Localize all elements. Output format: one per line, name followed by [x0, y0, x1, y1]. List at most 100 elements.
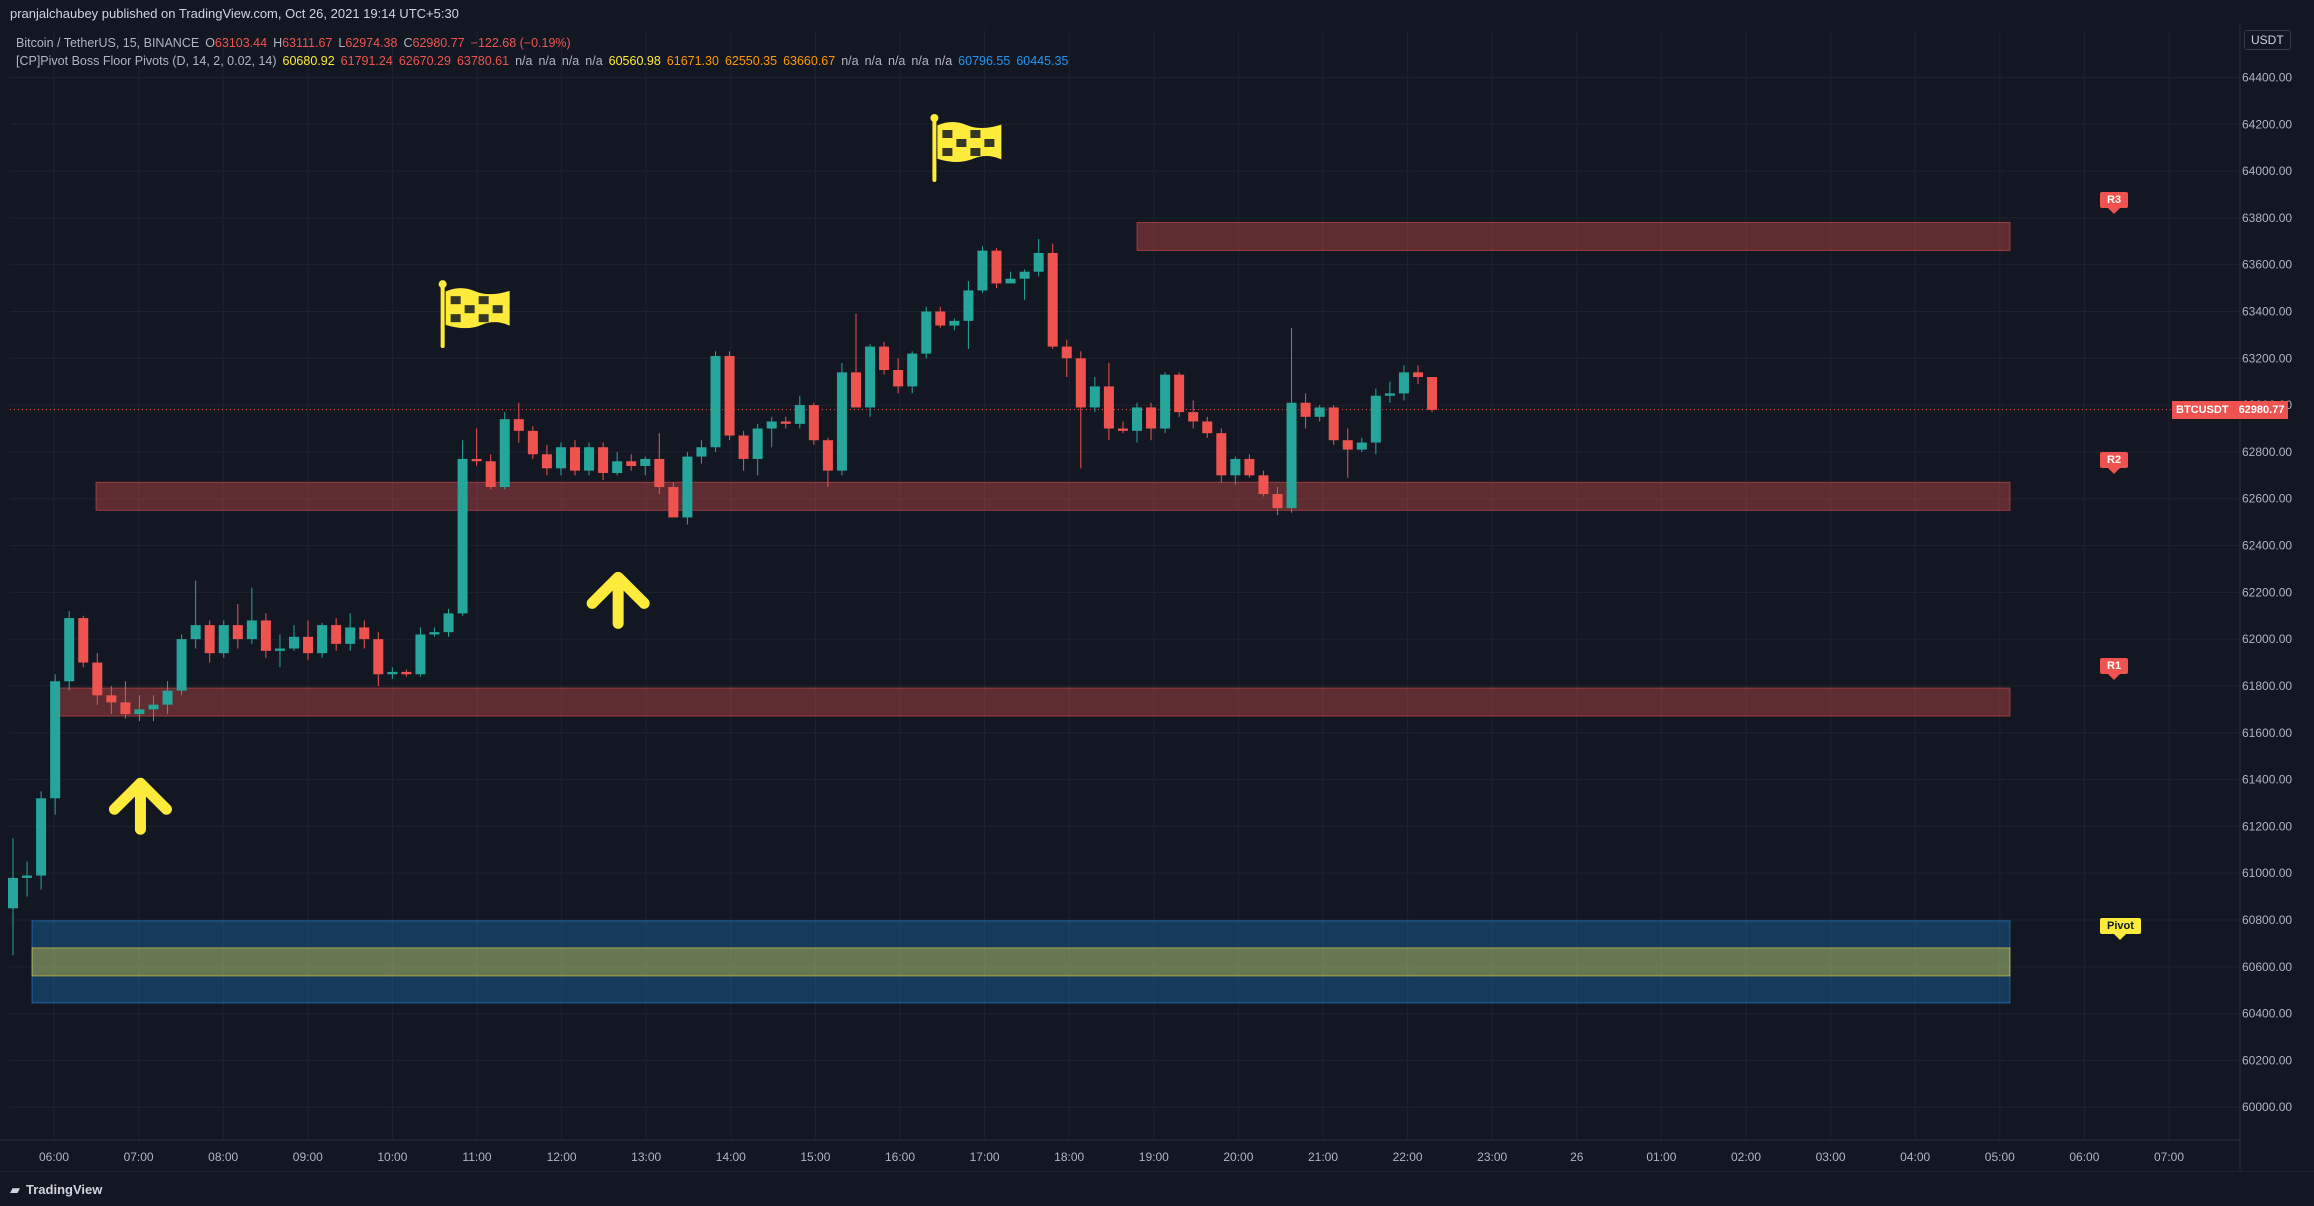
price-tick-label: 63800.00	[2242, 211, 2292, 225]
price-tick-label: 62800.00	[2242, 445, 2292, 459]
close-value: 62980.77	[412, 36, 465, 50]
candle-body	[36, 798, 47, 876]
candle-body	[1174, 374, 1185, 413]
candle-body	[1047, 252, 1058, 347]
flag-check	[450, 296, 461, 305]
candle-body	[1089, 386, 1100, 408]
time-tick-label: 18:00	[1054, 1150, 1084, 1164]
tv-icon: ▰	[10, 1182, 20, 1197]
candle-body	[1398, 372, 1409, 394]
candle-body	[907, 353, 918, 387]
tag-pointer	[2114, 933, 2127, 940]
candle-body	[1244, 458, 1255, 476]
zone-r1	[53, 687, 2011, 717]
candle-body	[710, 355, 721, 448]
candle-body	[1342, 440, 1353, 450]
candle-body	[682, 456, 693, 518]
candle-body	[555, 447, 566, 469]
high-value: 63111.67	[282, 36, 333, 50]
flag-cloth	[445, 288, 510, 329]
candle-body	[1146, 407, 1157, 429]
candle-body	[218, 625, 229, 654]
time-tick-label: 20:00	[1223, 1150, 1253, 1164]
currency-badge[interactable]: USDT	[2244, 30, 2291, 50]
flag-check	[492, 305, 503, 314]
candle-body	[485, 461, 496, 488]
candle-body	[289, 636, 299, 649]
time-tick-label: 11:00	[462, 1150, 491, 1164]
price-tick-label: 61400.00	[2242, 773, 2292, 787]
candle-body	[387, 671, 398, 675]
candle-body	[471, 458, 482, 462]
time-tick-label: 13:00	[631, 1150, 661, 1164]
price-tick-label: 61200.00	[2242, 819, 2292, 833]
candle-body	[246, 620, 257, 640]
candle-body	[724, 355, 735, 436]
flag-pole-top	[438, 280, 447, 289]
checkered-flag-icon	[930, 114, 1002, 182]
candle-body	[1019, 271, 1030, 279]
candle-body	[499, 419, 510, 488]
candles	[8, 238, 1438, 956]
time-tick-label: 21:00	[1308, 1150, 1338, 1164]
symbol-label[interactable]: Bitcoin / TetherUS, 15, BINANCE	[16, 36, 200, 50]
price-tick-label: 62200.00	[2242, 585, 2292, 599]
candle-body	[303, 636, 314, 654]
candle-body	[640, 458, 651, 466]
price-tick-label: 63400.00	[2242, 304, 2292, 318]
last-price-tag: BTCUSDT 62980.77	[2172, 400, 2289, 419]
publisher-text: pranjalchaubey published on TradingView.…	[10, 6, 459, 21]
open-value: 63103.44	[214, 36, 268, 50]
candle-body	[752, 428, 763, 459]
candle-body	[457, 458, 468, 614]
candle-body	[527, 430, 538, 455]
candle-body	[120, 702, 131, 715]
time-tick-label: 10:00	[377, 1150, 407, 1164]
candle-body	[738, 435, 749, 459]
time-tick-label: 14:00	[716, 1150, 746, 1164]
candle-body	[865, 346, 876, 408]
candle-body	[935, 311, 946, 326]
tag-pointer	[2108, 674, 2121, 680]
flag-cloth	[937, 122, 1002, 162]
candle-body	[345, 627, 356, 644]
tradingview-logo: ▰ TradingView	[10, 1182, 103, 1197]
indicator-value: 60796.55	[958, 54, 1011, 68]
candle-body	[963, 290, 974, 321]
candle-body	[1286, 402, 1297, 509]
candle-body	[64, 618, 75, 682]
chart-legend: Bitcoin / TetherUS, 15, BINANCE O63103.4…	[16, 34, 1068, 70]
candle-body	[654, 458, 665, 488]
candle-body	[921, 311, 932, 354]
candle-body	[541, 454, 552, 469]
zone-pivot-range	[31, 920, 2011, 1004]
candle-body	[612, 461, 623, 473]
candle-body	[22, 875, 33, 878]
flag-check	[942, 130, 953, 138]
level-label-r3: R3	[2100, 192, 2129, 215]
candle-body	[1230, 458, 1241, 476]
level-label-pivot: Pivot	[2100, 917, 2141, 940]
price-tick-label: 60200.00	[2242, 1053, 2292, 1067]
time-tick-label: 07:00	[124, 1150, 154, 1164]
indicator-name[interactable]: [CP]Pivot Boss Floor Pivots (D, 14, 2, 0…	[16, 54, 277, 68]
candle-body	[331, 625, 342, 644]
footer-bar: ▰ TradingView	[0, 1171, 2314, 1206]
price-tick-label: 60600.00	[2242, 960, 2292, 974]
indicator-value: 62670.29	[398, 54, 451, 68]
time-tick-label: 08:00	[208, 1150, 238, 1164]
price-tick-label: 63600.00	[2242, 258, 2292, 272]
indicator-value: 61671.30	[666, 54, 719, 68]
candle-body	[1033, 252, 1044, 272]
time-axis: 06:00 07:00 08:00 09:00 10:00 11:00 12:00 13:00…	[0, 1139, 2240, 1164]
candle-body	[1370, 395, 1381, 443]
candle-body	[893, 370, 904, 387]
pivot-zones	[31, 221, 2011, 1004]
time-tick-label: 19:00	[1139, 1150, 1169, 1164]
time-tick-label: 06:00	[39, 1150, 69, 1164]
price-tick-label: 62000.00	[2242, 632, 2292, 646]
time-tick-label: 23:00	[1477, 1150, 1507, 1164]
price-tick-label: 64200.00	[2242, 117, 2292, 131]
